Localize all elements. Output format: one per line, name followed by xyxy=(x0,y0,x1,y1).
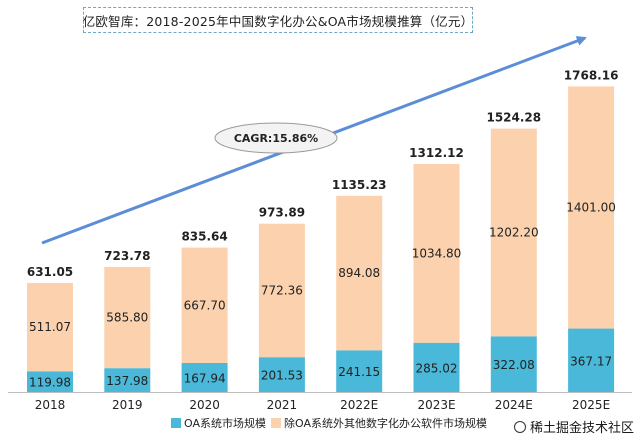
cagr-label: CAGR:15.86% xyxy=(234,132,318,145)
label-oa-2025E: 367.17 xyxy=(570,354,612,368)
x-tick-2021: 2021 xyxy=(267,398,298,412)
label-oa-2020: 167.94 xyxy=(184,371,226,385)
x-tick-2025E: 2025E xyxy=(572,398,610,412)
x-tick-2018: 2018 xyxy=(35,398,66,412)
bar-oa-2023E xyxy=(413,342,460,392)
bar-oa-2019 xyxy=(104,368,151,392)
legend-label-oa: OA系统市场规模 xyxy=(184,416,266,430)
x-tick-2023E: 2023E xyxy=(417,398,455,412)
watermark-text: 稀土掘金技术社区 xyxy=(529,421,634,436)
chart-title-box: 亿欧智库：2018-2025年中国数字化办公&OA市场规模推算（亿元） xyxy=(83,7,473,33)
label-oa-2019: 137.98 xyxy=(106,374,148,388)
label-total-2019: 723.78 xyxy=(104,249,150,263)
bar-other-2023E xyxy=(413,163,460,343)
bar-oa-2021 xyxy=(258,357,305,392)
bar-oa-2020 xyxy=(181,362,228,392)
label-total-2020: 835.64 xyxy=(181,230,227,244)
label-oa-2023E: 285.02 xyxy=(416,361,458,375)
bar-oa-2025E xyxy=(568,328,615,392)
bar-oa-2022E xyxy=(336,350,383,392)
label-other-2021: 772.36 xyxy=(261,283,303,297)
label-other-2022E: 894.08 xyxy=(338,266,380,280)
legend-swatch-other xyxy=(271,418,281,428)
label-total-2018: 631.05 xyxy=(27,265,73,279)
label-other-2024E: 1202.20 xyxy=(489,225,539,239)
label-oa-2018: 119.98 xyxy=(29,376,71,390)
label-oa-2022E: 241.15 xyxy=(338,365,380,379)
label-oa-2021: 201.53 xyxy=(261,369,303,383)
x-tick-2022E: 2022E xyxy=(340,398,378,412)
bar-other-2025E xyxy=(568,86,615,329)
label-total-2024E: 1524.28 xyxy=(486,111,541,125)
label-oa-2024E: 322.08 xyxy=(493,358,535,372)
bar-other-2024E xyxy=(490,128,537,337)
label-total-2023E: 1312.12 xyxy=(409,146,464,160)
label-total-2022E: 1135.23 xyxy=(332,178,387,192)
x-tick-2024E: 2024E xyxy=(495,398,533,412)
label-other-2020: 667.70 xyxy=(184,298,226,312)
label-other-2023E: 1034.80 xyxy=(412,246,462,260)
bar-other-2018 xyxy=(27,282,73,372)
label-other-2018: 511.07 xyxy=(29,320,71,334)
bar-other-2021 xyxy=(258,223,305,358)
bar-oa-2024E xyxy=(490,336,537,392)
x-tick-2020: 2020 xyxy=(189,398,220,412)
chart-title: 亿欧智库：2018-2025年中国数字化办公&OA市场规模推算（亿元） xyxy=(82,13,474,29)
x-tick-2019: 2019 xyxy=(112,398,143,412)
label-total-2021: 973.89 xyxy=(259,206,305,220)
legend-label-other: 除OA系统外其他数字化办公软件市场规模 xyxy=(284,416,487,430)
watermark-logo-icon xyxy=(513,420,526,433)
label-other-2019: 585.80 xyxy=(106,311,148,325)
bar-oa-2018 xyxy=(27,371,73,392)
bar-other-2022E xyxy=(336,195,383,351)
bar-other-2019 xyxy=(104,266,151,369)
cagr-ellipse xyxy=(214,122,338,154)
legend-swatch-oa xyxy=(171,418,181,428)
site-watermark: 稀土掘金技术社区 xyxy=(513,417,634,436)
bar-other-2020 xyxy=(181,247,228,363)
label-other-2025E: 1401.00 xyxy=(566,201,616,215)
label-total-2025E: 1768.16 xyxy=(564,68,619,82)
